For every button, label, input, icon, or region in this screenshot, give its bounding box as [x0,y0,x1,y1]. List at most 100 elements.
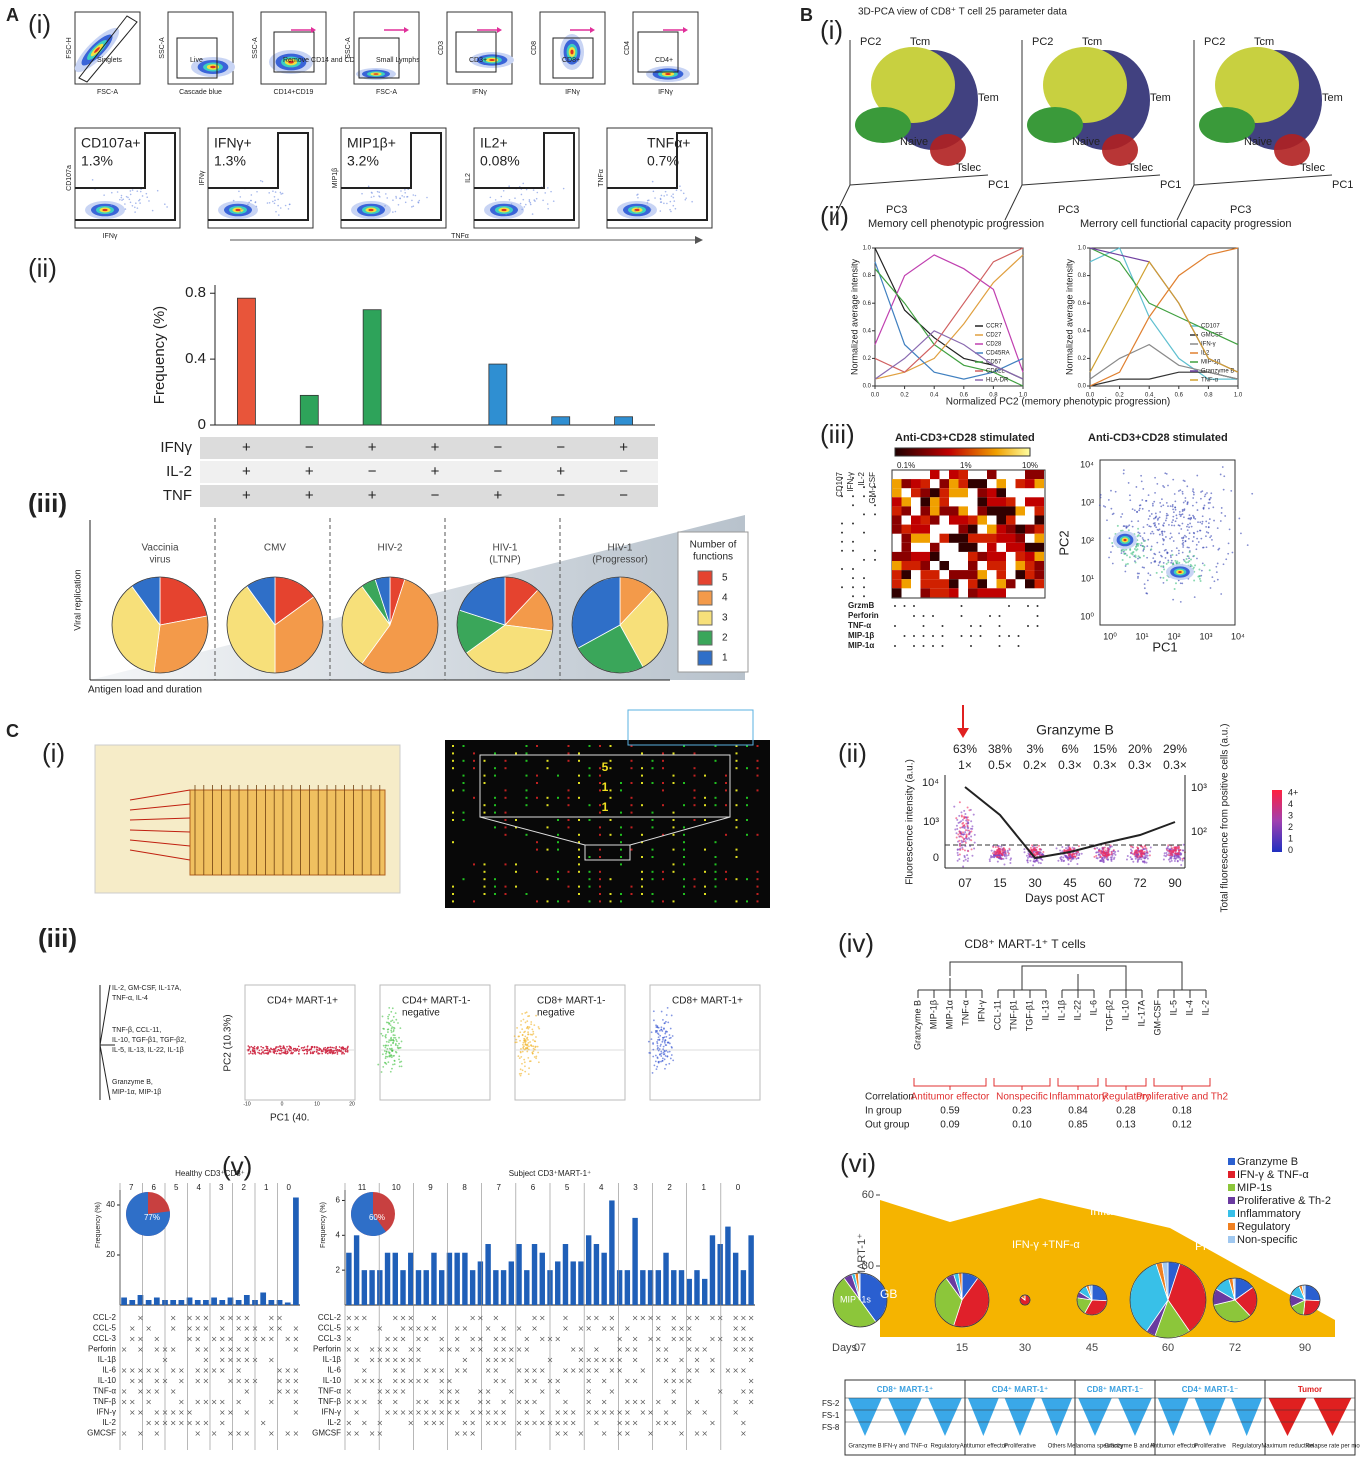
row-label: GMCSF [312,1429,341,1438]
scatter-texture [521,1050,524,1053]
cross-mark [679,1378,684,1384]
scatter-texture [1179,852,1182,855]
array-spot [473,759,475,762]
scatter-texture [290,1051,293,1053]
scatter-texture [393,1060,396,1062]
array-spot [662,782,664,784]
scatter-texture [261,180,264,183]
scatter-texture [1185,561,1188,564]
scatter-texture [253,1052,256,1054]
scatter-texture [526,1046,529,1049]
scatter-texture [1149,525,1152,528]
bar [500,1270,507,1305]
annotation: GB [880,1287,897,1301]
colorbar-label: 1% [960,461,972,470]
cross-mark [170,1326,176,1331]
gate-label: Singlets [97,57,122,64]
scatter-texture [666,1055,669,1058]
sign: + [493,487,502,504]
scatter-texture [1167,559,1170,562]
scatter-texture [1213,580,1216,583]
bar [694,1270,700,1305]
scatter-texture [1192,488,1195,491]
scatter-texture [338,1048,341,1051]
array-spot [483,759,486,762]
cross-mark [154,1420,160,1426]
scatter-texture [1075,852,1078,855]
scatter-texture [996,849,999,852]
scatter-texture [1178,524,1181,527]
scatter-texture [1219,473,1222,476]
axis-label: IFNγ [103,233,118,240]
array-spot [462,774,465,777]
array-spot [620,863,622,866]
scatter-texture [1215,565,1218,568]
group-label: 5 [174,1183,179,1192]
scatter-texture [1038,853,1041,856]
scatter-texture [1177,846,1180,849]
colorbar-label: 0 [1288,845,1293,855]
array-spot [735,900,738,903]
scatter-texture [1178,532,1180,535]
legend-swatch [697,570,713,586]
x-tick-label: 1.0 [1234,393,1243,399]
heat-cell [1025,524,1035,534]
row-label: IL-1β [98,1355,117,1364]
array-spot [662,804,664,807]
matrix-dot [852,522,854,525]
scatter-texture [1141,853,1144,856]
gate [637,31,679,73]
cross-mark [195,1420,200,1426]
array-spot [756,745,759,747]
heat-cell [920,533,930,543]
cross-mark [377,1378,383,1384]
matrix-dot [1017,645,1020,647]
scatter-texture [250,194,253,196]
zoom-box [479,754,731,818]
colorbar [894,447,1031,457]
scatter-texture [122,198,125,201]
cross-mark [656,1315,661,1321]
cross-mark [540,1315,545,1321]
cross-mark [293,1389,299,1394]
scatter-texture [655,1024,657,1027]
scatter-texture [637,207,639,209]
scatter-texture [1185,557,1188,560]
scatter-texture [1005,857,1008,860]
scatter-texture [1208,518,1211,520]
cross-mark [277,1368,282,1373]
array-spot [494,752,496,755]
table-header: CD8⁺ MART-1⁺ [877,1385,933,1394]
scatter-texture [401,195,403,197]
table-col-label: Proliferative [1004,1444,1036,1450]
heat-cell [958,470,968,480]
bar [748,1235,754,1305]
cross-mark [170,1410,176,1415]
cross-mark [195,1399,200,1405]
cross-mark [203,1378,209,1384]
group-label: 3 [219,1183,224,1192]
matrix-dot [863,558,865,561]
scatter-texture [1205,531,1208,533]
cross-mark [220,1357,225,1363]
funnel [1041,1398,1073,1436]
heat-cell [901,551,911,561]
cross-mark [236,1431,241,1436]
x-tick-label: 0 [281,1101,284,1107]
scatter-texture [992,853,995,856]
axis-label: SSC-A [252,37,259,59]
cross-mark [578,1357,584,1363]
array-spot [494,893,496,895]
cross-mark [462,1420,468,1426]
scatter-texture [397,1022,399,1024]
scatter-texture [1069,857,1072,860]
scatter-texture [1145,847,1148,850]
array-spot [546,804,549,807]
row-label: TNF-β [93,1397,116,1406]
group-name: HIV-1 [492,543,517,554]
array-spot [672,782,675,784]
cross-mark [170,1315,176,1321]
heat-cell [1006,542,1016,552]
scatter-texture [669,1036,672,1039]
scatter-texture [537,1061,540,1064]
